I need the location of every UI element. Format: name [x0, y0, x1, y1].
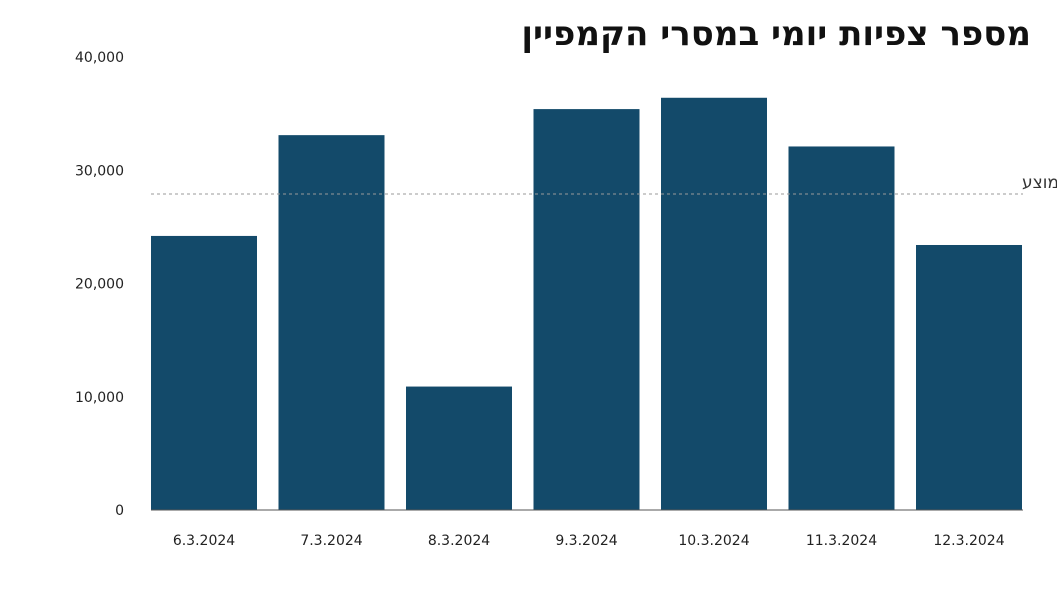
chart-title: מספר צפיות יומי במסרי הקמפיין: [521, 14, 1031, 54]
x-tick-label: 6.3.2024: [173, 533, 235, 549]
bar: [278, 135, 385, 510]
average-reference: ממוצע: [151, 173, 1057, 195]
bars-group: [151, 97, 1022, 511]
y-axis-ticks: 0 10,000 20,000 30,000 40,000: [75, 50, 124, 519]
bar: [533, 109, 640, 510]
y-tick-label: 30,000: [75, 163, 124, 179]
x-tick-label: 11.3.2024: [806, 533, 877, 549]
x-tick-label: 10.3.2024: [678, 533, 749, 549]
x-tick-label: 8.3.2024: [428, 533, 490, 549]
bar: [916, 244, 1022, 510]
bar: [151, 235, 257, 510]
bar: [406, 386, 512, 510]
y-tick-label: 20,000: [75, 277, 124, 293]
x-tick-label: 9.3.2024: [555, 533, 617, 549]
x-axis-ticks: 6.3.2024 7.3.2024 8.3.2024 9.3.2024 10.3.202…: [173, 533, 1005, 549]
x-tick-label: 7.3.2024: [300, 533, 362, 549]
y-tick-label: 0: [115, 503, 124, 519]
y-tick-label: 10,000: [75, 390, 124, 406]
average-label: ממוצע: [1022, 173, 1057, 193]
bar: [661, 97, 767, 511]
x-tick-label: 12.3.2024: [933, 533, 1004, 549]
bar: [788, 146, 895, 510]
y-tick-label: 40,000: [75, 50, 124, 66]
